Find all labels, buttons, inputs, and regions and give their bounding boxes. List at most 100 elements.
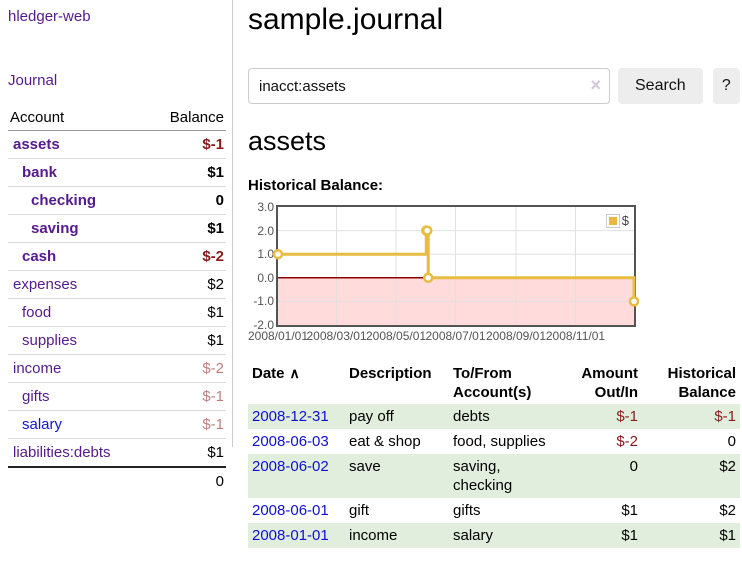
transaction-description: gift	[349, 502, 370, 519]
transaction-balance: $-1	[714, 408, 736, 425]
account-balance: $1	[148, 298, 226, 327]
y-tick-label: 1.0	[257, 247, 274, 262]
transaction-amount: $-2	[616, 433, 638, 450]
transaction-amount: $1	[621, 527, 638, 544]
main-content: sample.journal × Search ? assets Histori…	[248, 0, 740, 548]
account-row-saving: saving $1	[8, 214, 226, 243]
accounts-total-value: 0	[148, 466, 226, 495]
chart-legend: $	[605, 213, 629, 228]
account-row-bank: bank $1	[8, 158, 226, 187]
account-column-header: Account	[8, 105, 149, 131]
transaction-amount: 0	[629, 458, 638, 475]
page-title: sample.journal	[248, 3, 444, 36]
transaction-date-link[interactable]: 2008-06-03	[252, 433, 329, 450]
account-row-liabilities-debts: liabilities:debts $1	[8, 438, 226, 468]
account-balance: $1	[148, 214, 226, 243]
search-form: × Search ?	[248, 68, 740, 104]
legend-label: $	[621, 213, 629, 228]
transaction-date-link[interactable]: 2008-06-01	[252, 502, 329, 519]
transaction-balance: $2	[719, 502, 736, 519]
account-balance: $-2	[148, 242, 226, 271]
account-row-income: income $-2	[8, 354, 226, 383]
register-row: 2008-06-01 gift gifts $1 $2	[248, 498, 740, 523]
transaction-date-link[interactable]: 2008-01-01	[252, 527, 329, 544]
account-link-income[interactable]: income	[13, 360, 62, 377]
y-tick-label: -2.0	[253, 318, 274, 332]
account-link-gifts[interactable]: gifts	[22, 388, 50, 405]
transaction-accounts: debts	[453, 408, 490, 425]
register-row: 2008-06-03 eat & shop food, supplies $-2…	[248, 429, 740, 454]
search-button[interactable]: Search	[618, 68, 703, 104]
transaction-date-link[interactable]: 2008-06-02	[252, 458, 329, 475]
account-balance: $2	[148, 270, 226, 299]
account-row-gifts: gifts $-1	[8, 382, 226, 411]
transaction-date-link[interactable]: 2008-12-31	[252, 408, 329, 425]
clear-search-icon[interactable]: ×	[590, 75, 601, 95]
chart-heading: Historical Balance:	[248, 177, 384, 194]
transaction-accounts: food, supplies	[453, 433, 546, 450]
historical-balance-chart: 3.0 2.0 1.0 0.0 -1.0 -2.0 $ 2008/01/01 2008/03…	[248, 200, 740, 345]
account-balance: $1	[148, 326, 226, 355]
account-heading: assets	[248, 126, 327, 156]
account-link-saving[interactable]: saving	[31, 220, 79, 237]
help-button[interactable]: ?	[712, 68, 740, 104]
sidebar-item-journal[interactable]: Journal	[8, 72, 58, 89]
transaction-accounts: gifts	[453, 502, 481, 519]
transaction-balance: $1	[719, 527, 736, 544]
account-link-expenses[interactable]: expenses	[13, 276, 78, 293]
accounts-total-row: 0	[8, 466, 226, 495]
transaction-description: pay off	[349, 408, 394, 425]
search-input[interactable]	[248, 68, 610, 104]
y-tick-label: -1.0	[253, 294, 274, 309]
x-tick-label: 2008/07/01	[425, 329, 486, 343]
x-tick-label: 2008/11/01	[545, 329, 606, 343]
account-row-salary: salary $-1	[8, 410, 226, 439]
chart-plot-canvas	[272, 207, 640, 325]
register-row: 2008-01-01 income salary $1 $1	[248, 523, 740, 548]
transaction-balance: $2	[719, 458, 736, 475]
account-link-salary[interactable]: salary	[22, 416, 63, 433]
y-tick-label: 3.0	[257, 200, 274, 214]
account-row-assets: assets $-1	[8, 130, 226, 159]
account-link-bank[interactable]: bank	[22, 164, 58, 181]
account-link-liabilities-debts[interactable]: liabilities:debts	[13, 444, 111, 461]
transaction-balance: 0	[727, 433, 736, 450]
account-row-checking: checking 0	[8, 186, 226, 215]
sort-ascending-icon: ∧	[289, 365, 300, 381]
legend-swatch-icon	[605, 213, 620, 228]
register-row: 2008-12-31 pay off debts $-1 $-1	[248, 404, 740, 429]
account-balance: $-2	[148, 354, 226, 383]
register-header-row: Date ∧ Description To/From Account(s) Amo…	[248, 362, 740, 404]
account-link-checking[interactable]: checking	[31, 192, 97, 209]
account-link-assets[interactable]: assets	[13, 136, 60, 153]
account-row-food: food $1	[8, 298, 226, 327]
app-brand-link[interactable]: hledger-web	[8, 8, 91, 25]
description-column-header: Description	[349, 365, 432, 382]
account-balance: $-1	[148, 410, 226, 439]
account-link-food[interactable]: food	[22, 304, 52, 321]
account-row-cash: cash $-2	[8, 242, 226, 271]
chart-plot: $	[272, 205, 640, 327]
account-row-supplies: supplies $1	[8, 326, 226, 355]
x-tick-label: 2008/05/01	[365, 329, 427, 343]
transaction-description: eat & shop	[349, 433, 421, 450]
account-link-cash[interactable]: cash	[22, 248, 57, 265]
transaction-accounts: saving, checking	[453, 458, 513, 494]
transaction-amount: $-1	[616, 408, 638, 425]
x-tick-label: 2008/09/01	[485, 329, 546, 343]
x-tick-label: 2008/03/01	[306, 329, 367, 343]
account-link-supplies[interactable]: supplies	[22, 332, 78, 349]
date-column-header[interactable]: Date ∧	[252, 365, 300, 382]
accounts-table: Account Balance assets $-1 bank $1 check…	[8, 105, 226, 495]
accounts-column-header: To/From Account(s)	[453, 365, 532, 401]
balance-column-header: Historical Balance	[667, 365, 736, 401]
account-balance: $1	[148, 438, 226, 468]
amount-column-header: Amount Out/In	[581, 365, 638, 401]
account-balance: $-1	[148, 382, 226, 411]
transaction-accounts: salary	[453, 527, 494, 544]
transaction-description: income	[349, 527, 398, 544]
account-balance: $-1	[148, 130, 226, 159]
y-tick-label: 0.0	[257, 270, 274, 285]
transaction-description: save	[349, 458, 381, 475]
accounts-table-header: Account Balance	[8, 105, 226, 131]
